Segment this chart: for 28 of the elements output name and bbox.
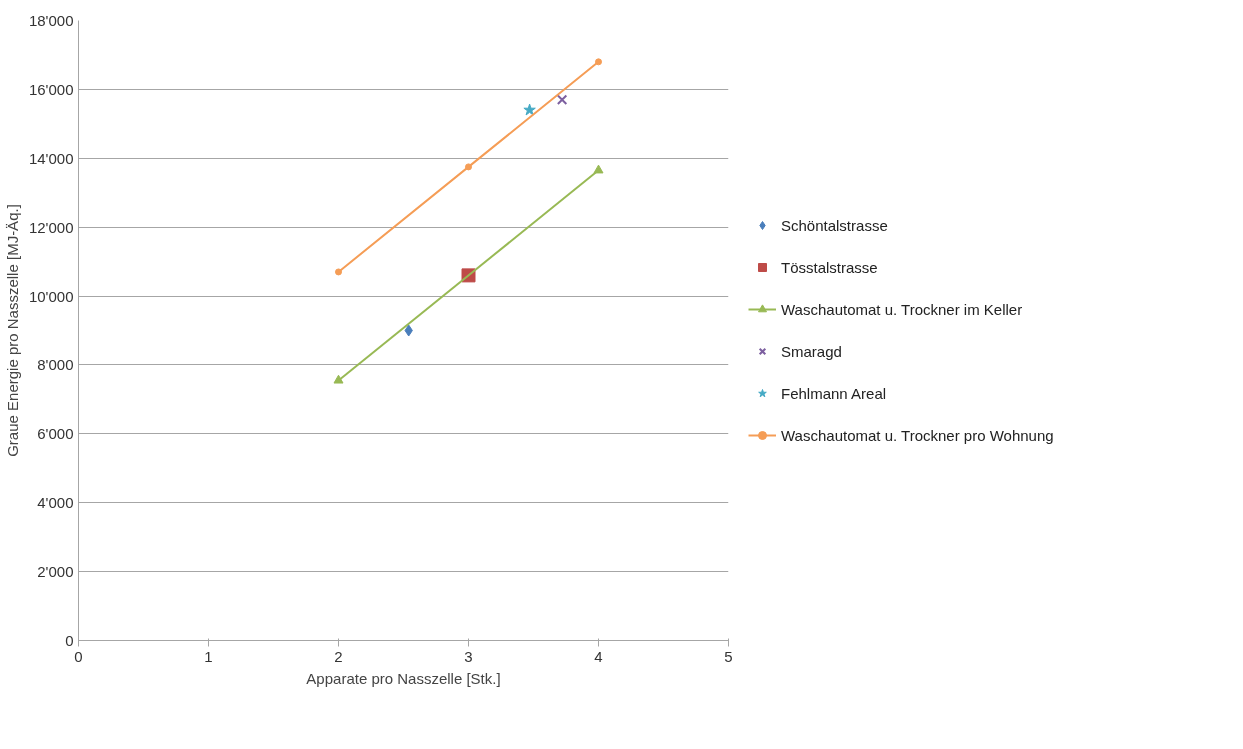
legend-label: Waschautomat u. Trockner im Keller xyxy=(781,300,1023,318)
y-tick-label: 10'000 xyxy=(28,287,74,305)
point xyxy=(465,163,472,171)
y-tick-label: 18'000 xyxy=(28,12,74,29)
point xyxy=(595,58,602,66)
y-tick-label: 6'000 xyxy=(37,425,74,443)
x-tick-label: 1 xyxy=(204,647,213,665)
y-tick-label: 14'000 xyxy=(28,149,74,167)
x-tick-label: 2 xyxy=(334,647,343,665)
legend-label: Waschautomat u. Trockner pro Wohnung xyxy=(781,426,1054,444)
x-tick-label: 5 xyxy=(724,647,733,665)
legend-label: Smaragd xyxy=(781,342,842,360)
y-tick-label: 0 xyxy=(65,632,74,649)
point xyxy=(335,268,342,276)
x-tick-label: 4 xyxy=(594,647,603,665)
y-tick-label: 4'000 xyxy=(37,494,74,512)
y-tick-label: 12'000 xyxy=(28,218,74,236)
x-tick-label: 3 xyxy=(464,647,473,665)
legend-label: Fehlmann Areal xyxy=(781,384,887,402)
point xyxy=(556,94,568,105)
y-tick-label: 2'000 xyxy=(37,563,74,581)
y-tick-label: 16'000 xyxy=(28,80,74,98)
x-axis-title: Apparate pro Nasszelle [Stk.] xyxy=(306,669,501,687)
y-tick-label: 8'000 xyxy=(37,356,74,374)
point xyxy=(523,103,536,116)
legend-label: Schöntalstrasse xyxy=(781,216,888,234)
legend-label: Tösstalstrasse xyxy=(781,258,878,276)
y-axis-title: Graue Energie pro Nasszelle [MJ-Äq.] xyxy=(3,204,21,457)
